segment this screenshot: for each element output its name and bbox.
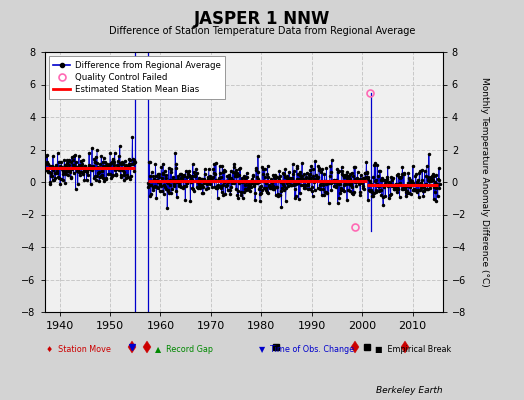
Text: ■  Empirical Break: ■ Empirical Break <box>375 344 451 354</box>
Text: Difference of Station Temperature Data from Regional Average: Difference of Station Temperature Data f… <box>109 26 415 36</box>
Text: ♦  Station Move: ♦ Station Move <box>46 344 111 354</box>
Text: ▲  Record Gap: ▲ Record Gap <box>155 344 213 354</box>
Legend: Difference from Regional Average, Quality Control Failed, Estimated Station Mean: Difference from Regional Average, Qualit… <box>49 56 225 99</box>
Y-axis label: Monthly Temperature Anomaly Difference (°C): Monthly Temperature Anomaly Difference (… <box>480 77 489 287</box>
Text: Berkeley Earth: Berkeley Earth <box>376 386 443 395</box>
Text: JASPER 1 NNW: JASPER 1 NNW <box>194 10 330 28</box>
Text: ▼  Time of Obs. Change: ▼ Time of Obs. Change <box>259 344 355 354</box>
